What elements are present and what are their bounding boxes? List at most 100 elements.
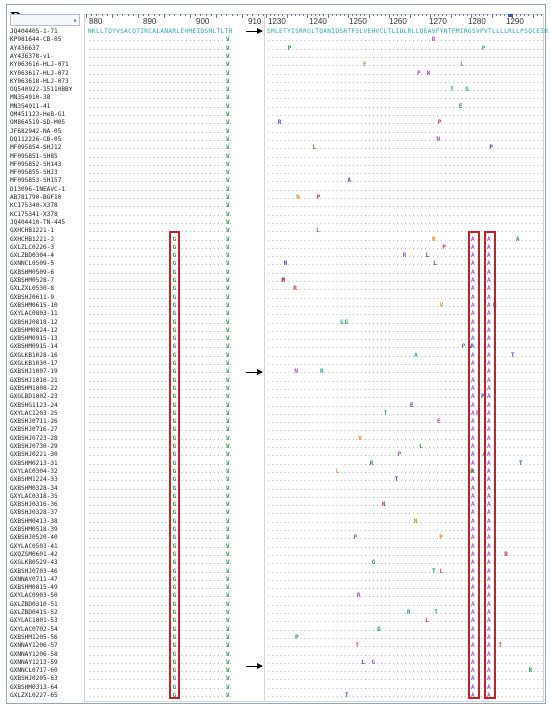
name-column-header[interactable] — [10, 14, 80, 26]
ruler-tick — [425, 14, 427, 16]
left-sequence-row: .................................... — [88, 202, 233, 210]
left-sequence-row: .................................... — [88, 426, 233, 434]
residue-marker: G — [172, 492, 177, 500]
residue-marker: V — [226, 393, 230, 401]
residue-marker: A — [487, 484, 491, 492]
right-sequence-row: ........................................… — [267, 600, 545, 608]
residue-marker: V — [226, 285, 230, 293]
residue-marker: V — [226, 185, 230, 193]
ruler-tick — [127, 14, 129, 16]
ruler-tick — [331, 14, 333, 16]
chevron-icon[interactable]: ▴ — [72, 16, 78, 24]
left-sequence-row: .................................... — [88, 351, 233, 359]
right-sequence-row: ........................................… — [267, 509, 545, 517]
residue-marker: A — [487, 625, 491, 633]
ruler-tick — [438, 14, 440, 16]
residue-marker: V — [226, 177, 230, 185]
right-sequence-row: ........................................… — [267, 301, 545, 309]
left-sequence-row: .................................... — [88, 658, 233, 666]
left-sequence-row: .................................... — [88, 144, 233, 152]
residue-marker: P — [437, 119, 442, 127]
residue-marker: A — [487, 617, 491, 625]
sequence-name: OQ540922-15110BBY — [10, 86, 73, 94]
ruler-tick — [319, 14, 321, 16]
residue-marker: L — [460, 61, 464, 69]
residue-marker: L — [439, 567, 444, 575]
ruler-tick — [236, 14, 238, 16]
residue-marker: A — [487, 467, 491, 475]
right-sequence-row: ........................................… — [267, 119, 545, 127]
residue-marker: A — [471, 235, 475, 243]
residue-marker: E — [362, 61, 367, 69]
right-sequence-row: ........................................… — [267, 185, 545, 193]
residue-marker: P — [281, 277, 285, 284]
sequence-name: GXGLBD1002-23 — [10, 393, 58, 401]
residue-marker: V — [226, 559, 230, 567]
left-sequence-row: .................................... — [88, 360, 233, 367]
right-sequence-row: ........................................… — [267, 61, 545, 69]
residue-marker: A — [471, 617, 475, 625]
ruler-tick — [421, 14, 423, 16]
residue-marker: G — [172, 368, 177, 376]
left-sequence-row: .................................... — [88, 633, 233, 641]
left-sequence-row: .................................... — [88, 692, 233, 699]
residue-marker: V — [226, 534, 230, 542]
residue-marker: N — [283, 260, 288, 268]
left-sequence-row: .................................... — [88, 675, 233, 683]
residue-marker: V — [226, 127, 230, 135]
residue-marker: G — [172, 335, 177, 343]
left-sequence-row: .................................... — [88, 542, 233, 550]
residue-marker: V — [226, 351, 230, 359]
residue-marker: A — [471, 567, 475, 575]
residue-marker: A — [487, 268, 491, 276]
residue-marker: V — [226, 343, 230, 351]
residue-marker: A — [471, 293, 475, 301]
residue-marker: V — [226, 592, 230, 600]
residue-marker: V — [226, 227, 230, 235]
left-sequence-row: .................................... — [88, 310, 233, 318]
residue-marker: G — [172, 301, 177, 309]
sequence-name: KC175341-X378 — [10, 210, 58, 218]
residue-marker: A — [471, 459, 475, 467]
residue-marker: A — [471, 277, 475, 284]
ruler-tick — [158, 14, 160, 16]
residue-marker: G — [172, 625, 177, 633]
residue-marker: G — [172, 393, 177, 401]
residue-marker: A — [487, 459, 491, 467]
left-sequence-row: .................................... — [88, 434, 233, 442]
ruler-tick — [174, 14, 176, 16]
residue-marker: A — [471, 318, 475, 326]
residue-marker: A — [487, 235, 491, 243]
ruler-tick — [164, 14, 165, 18]
residue-marker: A — [471, 434, 475, 442]
right-sequence-row: ........................................… — [267, 642, 545, 650]
left-sequence-row: .................................... — [88, 210, 233, 218]
residue-marker: A — [487, 260, 491, 268]
residue-marker: G — [376, 625, 381, 633]
right-sequence-row: ........................................… — [267, 44, 545, 52]
sequence-name: GXBSHG1123-24 — [10, 401, 58, 409]
ruler-tick — [503, 14, 505, 16]
residue-marker: V — [226, 86, 230, 94]
residue-marker: A — [471, 393, 475, 401]
ruler-tick — [221, 14, 223, 16]
sequence-name: MF095852-SH143 — [10, 160, 62, 168]
residue-marker: A — [471, 609, 475, 616]
residue-marker: T — [518, 459, 523, 467]
residue-marker: A — [471, 509, 475, 517]
residue-marker: G — [172, 310, 177, 318]
residue-marker: V — [226, 94, 230, 102]
left-sequence-row: .................................... — [88, 301, 233, 309]
residue-marker: V — [226, 492, 230, 500]
residue-marker: G — [172, 658, 177, 666]
residue-marker: V — [226, 218, 230, 226]
residue-marker: V — [226, 277, 230, 284]
residue-marker: V — [226, 235, 230, 243]
residue-marker: A — [487, 642, 491, 650]
sequence-name: GXBSHM0518-39 — [10, 526, 58, 533]
residue-marker: V — [226, 36, 230, 44]
residue-marker: P — [475, 409, 480, 417]
residue-marker: G — [344, 318, 349, 326]
residue-marker: A — [471, 467, 475, 475]
ruler-tick — [483, 14, 485, 16]
